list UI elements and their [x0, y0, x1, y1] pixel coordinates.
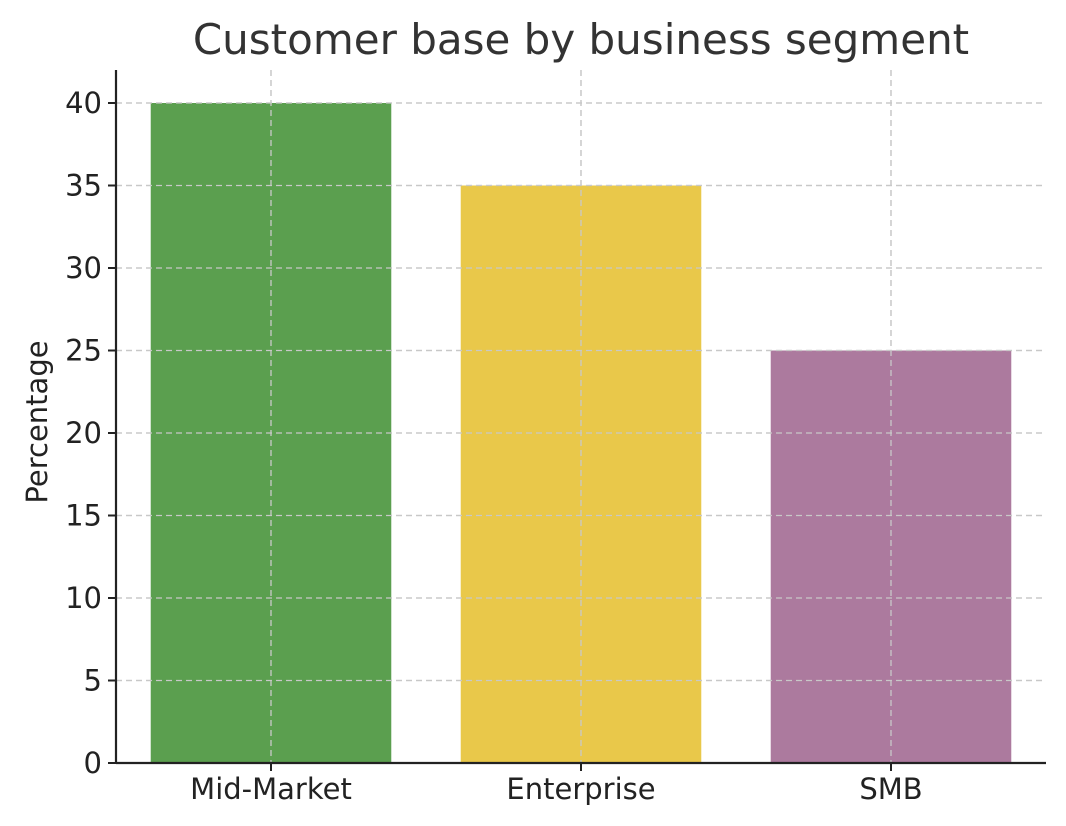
tick-labels: 0 5 10 15 20 25 30 35 40 Mid-Market Enterprise SMB [65, 86, 923, 806]
y-tick-label: 0 [84, 746, 102, 780]
y-tick-label: 10 [65, 581, 102, 615]
x-tick-label: SMB [859, 772, 922, 806]
chart-title: Customer base by business segment [193, 15, 969, 64]
y-tick-label: 30 [65, 251, 102, 285]
y-tick-label: 40 [65, 86, 102, 120]
bars [116, 70, 1046, 763]
x-tick-label: Enterprise [506, 772, 655, 806]
x-tick-label: Mid-Market [190, 772, 352, 806]
y-tick-label: 20 [65, 416, 102, 450]
y-axis-label: Percentage [20, 340, 54, 503]
y-tick-label: 15 [65, 499, 102, 533]
y-tick-label: 5 [84, 664, 102, 698]
y-tick-label: 25 [65, 334, 102, 368]
y-tick-label: 35 [65, 169, 102, 203]
axes [108, 70, 1046, 771]
